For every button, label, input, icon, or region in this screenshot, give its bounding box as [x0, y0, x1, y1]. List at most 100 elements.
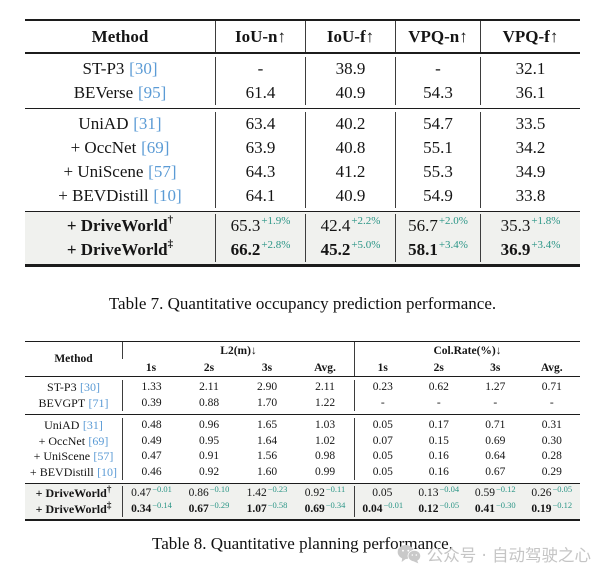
table-cell: 1.03 — [314, 419, 336, 431]
column-header-method: Method — [54, 353, 93, 365]
delta-badge: −0.05 — [439, 499, 460, 510]
table-header: Method L2(m)↓ Col.Rate(%)↓ 1s 2s 3s Avg.… — [25, 342, 580, 376]
table-cell: 0.49 — [122, 433, 180, 449]
table-cell: 1.07 −0.58 — [238, 500, 296, 518]
table-cell: 0.71 — [541, 381, 562, 393]
table-cell: 0.48 — [122, 418, 180, 434]
sub-header-3s: 3s — [490, 361, 501, 374]
delta-badge: +2.0% — [438, 215, 468, 227]
table-cell: 0.95 — [198, 434, 220, 447]
citation-link[interactable]: [31] — [133, 114, 162, 133]
method-cell: BEVGPT [71] — [25, 396, 122, 412]
table-cell: 1.22 — [314, 396, 336, 409]
value: 0.41 — [474, 502, 495, 515]
delta-badge: −0.12 — [495, 484, 516, 494]
row-group: UniAD [31] 63.4 40.2 54.7 33.5 + OccNet [6… — [25, 109, 580, 211]
value: 65.3 — [230, 216, 261, 235]
value: 42.4 — [320, 216, 351, 235]
table-cell: 55.1 — [395, 136, 480, 160]
method-name: + DriveWorld — [66, 216, 168, 235]
method-cell: + UniScene [57] — [25, 160, 215, 184]
delta-badge: −0.01 — [383, 499, 404, 510]
table-cell: 2.11 — [315, 381, 335, 393]
dagger-mark: † — [167, 214, 174, 226]
citation-link[interactable]: [31] — [82, 418, 103, 432]
citation-link[interactable]: [57] — [93, 449, 114, 463]
table-row: + UniScene [57] 64.3 41.2 55.3 34.9 — [25, 160, 580, 184]
delta-badge: −0.58 — [267, 499, 288, 510]
value: 0.34 — [131, 502, 152, 515]
table-cell: 34.9 — [480, 160, 580, 184]
table-cell: 0.34 −0.14 — [122, 500, 180, 517]
column-header-vpq-f: VPQ-f↑ — [480, 21, 580, 52]
method-name: + BEVDistill — [29, 464, 94, 479]
method-name: + DriveWorld — [35, 501, 107, 516]
header-rule — [25, 376, 580, 377]
table-cell: 0.31 — [541, 419, 562, 431]
column-group-l2: L2(m)↓ — [122, 342, 354, 359]
table-cell: 42.4 +2.2% — [305, 214, 395, 238]
table-cell: 0.67 — [485, 465, 506, 478]
method-cell: ST-P3 [30] — [25, 380, 122, 396]
sub-header-1s: 1s — [354, 359, 411, 376]
method-name: BEVerse — [73, 83, 134, 102]
delta-badge: +2.8% — [261, 239, 291, 251]
table-row-driveworld-dagger: + DriveWorld † 0.47 −0.01 0.86 −0.10 1.42 −0… — [25, 484, 580, 502]
table-cell: 1.70 — [256, 396, 278, 409]
row-group: UniAD [31] 0.48 0.96 1.65 1.03 0.05 0.17 … — [25, 415, 580, 483]
table-cell: 0.04 −0.01 — [354, 500, 411, 517]
citation-link[interactable]: [10] — [97, 464, 118, 479]
table-cell: 0.69 −0.34 — [296, 500, 354, 518]
method-name: + OccNet — [70, 138, 137, 157]
method-cell: UniAD [31] — [25, 418, 122, 434]
value: 0.47 — [131, 487, 152, 499]
delta-badge: +3.4% — [438, 239, 468, 251]
citation-link[interactable]: [30] — [79, 380, 100, 394]
citation-link[interactable]: [71] — [88, 395, 109, 410]
table-cell: 0.92 — [198, 465, 220, 478]
table-row: ST-P3 [30] 1.33 2.11 2.90 2.11 0.23 0.62 … — [25, 380, 580, 396]
column-header-iou-f: IoU-f↑ — [305, 21, 395, 52]
citation-link[interactable]: [30] — [129, 59, 158, 78]
citation-link[interactable]: [95] — [137, 83, 167, 102]
table-cell: 0.17 — [428, 419, 449, 431]
table-cell: 35.3 +1.8% — [480, 214, 580, 238]
table-cell: - — [395, 57, 480, 81]
delta-badge: −0.14 — [152, 499, 172, 510]
delta-badge: −0.29 — [209, 499, 230, 510]
table-cell: 64.1 — [215, 184, 305, 208]
value: 0.26 — [531, 487, 552, 499]
table-cell: 32.1 — [480, 57, 580, 81]
row-group: ST-P3 [30] - 38.9 - 32.1 BEVerse [95] 61.4… — [25, 54, 580, 108]
table-cell: 45.2 +5.0% — [305, 238, 395, 262]
table-cell: 0.46 — [122, 464, 180, 480]
table-cell: 1.56 — [256, 450, 278, 462]
table-cell: 1.65 — [256, 419, 278, 431]
citation-link[interactable]: [57] — [148, 162, 177, 181]
table-cell: 0.86 −0.10 — [180, 484, 238, 502]
highlighted-row-group: + DriveWorld † 65.3 +1.9% 42.4 +2.2% 56.7 +2… — [25, 212, 580, 264]
method-name: BEVGPT — [38, 395, 86, 410]
table-cell: 0.88 — [198, 396, 220, 409]
sub-header-1s: 1s — [145, 361, 157, 374]
table-cell: 1.60 — [256, 465, 278, 478]
table-cell: 1.27 — [485, 381, 506, 393]
method-cell: + BEVDistill [10] — [25, 465, 122, 481]
table-row: ST-P3 [30] - 38.9 - 32.1 — [25, 57, 580, 81]
header-rule — [25, 52, 580, 54]
table-cell: 0.98 — [314, 450, 336, 462]
table8-caption: Table 8. Quantitative planning performan… — [152, 534, 453, 553]
table-cell: 0.13 −0.04 — [411, 484, 468, 502]
citation-link[interactable]: [69] — [141, 138, 170, 157]
value: 0.05 — [372, 487, 393, 499]
citation-link[interactable]: [69] — [88, 433, 109, 448]
value: 58.1 — [408, 240, 438, 259]
citation-link[interactable]: [10] — [153, 186, 182, 205]
value: 0.67 — [188, 502, 209, 515]
table-cell: 0.05 — [354, 486, 411, 502]
table-row-driveworld-ddagger: + DriveWorld ‡ 66.2 +2.8% 45.2 +5.0% 58.1 +3… — [25, 238, 580, 262]
method-cell: + OccNet [69] — [25, 434, 122, 450]
table-cell: 1.02 — [314, 434, 336, 447]
table-cell: 34.2 — [480, 136, 580, 160]
table-cell: 0.19 −0.12 — [524, 500, 581, 518]
